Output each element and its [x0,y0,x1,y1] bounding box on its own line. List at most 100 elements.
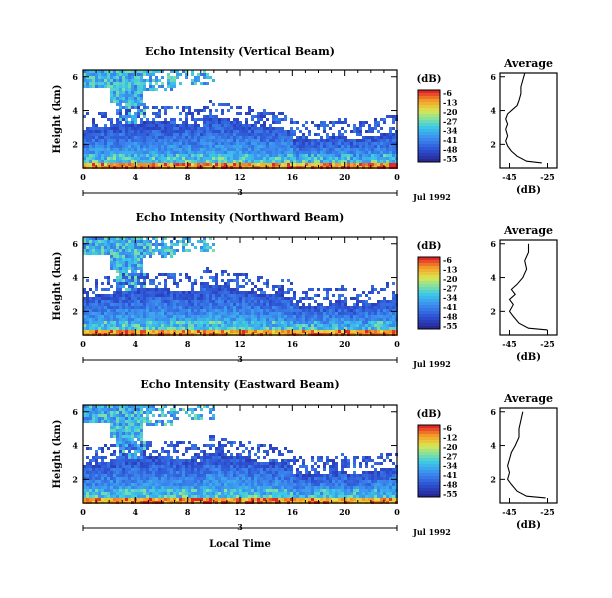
heatmap-cell [251,127,254,130]
heatmap-cell [143,142,146,145]
heatmap-cell [137,148,140,151]
heatmap-cell [389,151,392,154]
heatmap-cell [119,124,122,127]
heatmap-cell [197,112,200,115]
heatmap-cell [98,306,101,309]
heatmap-cell [146,315,149,318]
heatmap-cell [332,124,335,127]
heatmap-cell [329,303,332,306]
colorbar-segment [418,135,440,139]
heatmap-cell [350,309,353,312]
average-y-tick-label: 4 [490,273,496,283]
heatmap-cell [140,306,143,309]
heatmap-cell [107,154,110,157]
heatmap-cell [119,489,122,492]
heatmap-cell [137,145,140,148]
heatmap-cell [110,420,113,423]
heatmap-cell [221,163,224,166]
heatmap-cell [143,291,146,294]
heatmap-cell [311,309,314,312]
heatmap-cell [155,112,158,115]
heatmap-cell [89,300,92,303]
heatmap-cell [191,318,194,321]
heatmap-cell [137,474,140,477]
heatmap-cell [161,462,164,465]
heatmap-cell [83,315,86,318]
heatmap-cell [107,282,110,285]
heatmap-cell [104,297,107,300]
heatmap-cell [89,76,92,79]
heatmap-cell [137,79,140,82]
heatmap-cell [230,130,233,133]
heatmap-cell [137,243,140,246]
heatmap-cell [290,297,293,300]
heatmap-cell [122,243,125,246]
heatmap-cell [134,130,137,133]
heatmap-cell [380,330,383,333]
heatmap-cell [107,151,110,154]
y-tick-label: 2 [72,139,78,149]
heatmap-cell [134,456,137,459]
heatmap-cell [173,309,176,312]
heatmap-cell [338,133,341,136]
heatmap-cell [170,121,173,124]
heatmap-cell [122,91,125,94]
heatmap-cell [248,151,251,154]
heatmap-cell [110,154,113,157]
heatmap-cell [281,303,284,306]
heatmap-cell [245,300,248,303]
heatmap-cell [302,318,305,321]
heatmap-cell [281,294,284,297]
heatmap-cell [116,306,119,309]
heatmap-cell [383,118,386,121]
heatmap-cell [176,444,179,447]
heatmap-cell [392,318,395,321]
heatmap-cell [101,294,104,297]
heatmap-cell [146,468,149,471]
heatmap-cell [332,315,335,318]
heatmap-cell [161,315,164,318]
heatmap-cell [119,420,122,423]
heatmap-cell [218,324,221,327]
heatmap-cell [392,145,395,148]
heatmap-cell [356,148,359,151]
heatmap-cell [233,300,236,303]
heatmap-cell [350,327,353,330]
heatmap-cell [203,163,206,166]
heatmap-cell [143,115,146,118]
heatmap-cell [215,163,218,166]
heatmap-cell [359,148,362,151]
heatmap-cell [125,70,128,73]
heatmap-cell [161,157,164,160]
heatmap-cell [368,321,371,324]
heatmap-cell [110,97,113,100]
heatmap-cell [107,309,110,312]
heatmap-cell [110,426,113,429]
heatmap-cell [317,312,320,315]
heatmap-cell [374,145,377,148]
heatmap-cell [95,145,98,148]
heatmap-cell [170,118,173,121]
heatmap-cell [122,432,125,435]
heatmap-cell [95,246,98,249]
heatmap-cell [194,121,197,124]
heatmap-cell [113,432,116,435]
heatmap-cell [92,130,95,133]
heatmap-cell [335,154,338,157]
heatmap-cell [311,154,314,157]
heatmap-cell [194,82,197,85]
heatmap-cell [143,489,146,492]
heatmap-cell [347,142,350,145]
heatmap-cell [284,133,287,136]
heatmap-cell [272,154,275,157]
heatmap-cell [191,163,194,166]
heatmap-cell [131,465,134,468]
heatmap-cell [197,312,200,315]
heatmap-cell [116,133,119,136]
x-tick-label: 20 [339,172,351,182]
heatmap-cell [344,330,347,333]
heatmap-cell [224,118,227,121]
heatmap-cell [116,483,119,486]
heatmap-cell [272,312,275,315]
heatmap-cell [356,330,359,333]
